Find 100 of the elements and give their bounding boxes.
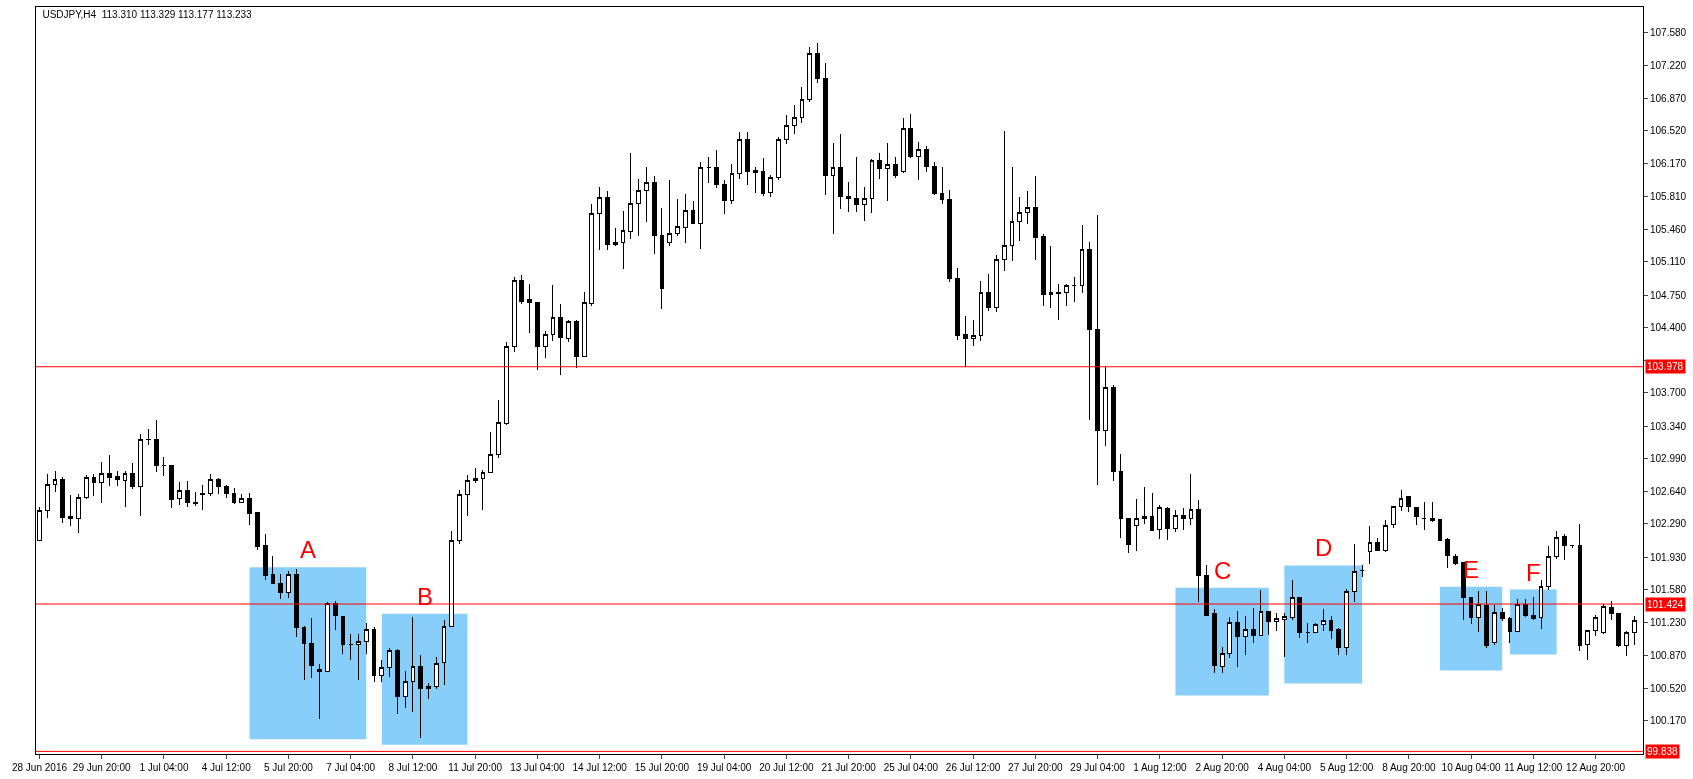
candlestick [278, 573, 284, 600]
candlestick [830, 142, 836, 235]
candlestick [1616, 612, 1622, 648]
candlestick [581, 291, 587, 358]
candlestick [1180, 507, 1186, 531]
candlestick [1484, 590, 1490, 649]
candlestick [317, 663, 322, 720]
y-tick-label: 104.750 [1650, 289, 1687, 301]
candlestick [293, 568, 299, 638]
candlestick [348, 633, 354, 661]
annotation: B [417, 583, 434, 610]
candlestick [768, 174, 774, 198]
candlestick [636, 178, 641, 237]
candlestick [363, 622, 369, 655]
candlestick [1414, 506, 1419, 526]
candlestick [1538, 579, 1544, 630]
candlestick [1219, 646, 1225, 674]
candlestick [651, 175, 657, 255]
candlestick [223, 484, 229, 499]
candlestick [675, 198, 680, 237]
candlestick [760, 157, 766, 197]
candlestick [519, 274, 525, 305]
candlestick [44, 473, 50, 519]
candlestick [854, 156, 859, 213]
candlestick [1445, 537, 1451, 569]
candlestick [1585, 629, 1591, 661]
x-tick-label: 5 Aug 12:00 [1319, 762, 1374, 773]
x-tick-label: 27 Jul 20:00 [1008, 762, 1064, 773]
candlestick [472, 467, 478, 484]
candlestick [1515, 598, 1521, 633]
x-tick-label: 15 Jul 20:00 [634, 762, 690, 773]
candlestick [192, 491, 198, 507]
candlestick [1126, 517, 1132, 554]
candlestick [480, 469, 486, 511]
candlestick [309, 617, 315, 679]
candlestick [1593, 614, 1598, 637]
y-tick-label: 105.110 [1650, 256, 1686, 268]
candlestick [978, 280, 984, 342]
candlestick [114, 470, 120, 487]
candlestick [1632, 615, 1637, 646]
candlestick [970, 319, 976, 347]
candlestick [138, 433, 144, 517]
candlestick [1025, 190, 1030, 225]
ref-line-label: 99.838 [1647, 746, 1679, 757]
candlestick [815, 42, 820, 84]
candlestick [1562, 533, 1567, 561]
x-tick-label: 21 Jul 20:00 [821, 762, 877, 773]
candlestick [1071, 276, 1077, 303]
y-tick-label: 101.580 [1650, 584, 1687, 596]
candlestick [511, 276, 517, 353]
candlestick [1266, 610, 1272, 636]
candlestick [1398, 489, 1404, 512]
candlestick [1165, 506, 1171, 541]
candlestick [52, 470, 58, 493]
y-tick-label: 102.290 [1650, 518, 1687, 530]
candlestick [885, 142, 890, 202]
x-tick-label: 12 Aug 20:00 [1566, 762, 1626, 773]
candlestick [527, 283, 533, 334]
y-tick-label: 105.810 [1650, 191, 1687, 203]
candlestick [1577, 523, 1583, 652]
candlestick [1546, 545, 1552, 591]
candlestick [1243, 615, 1248, 656]
x-tick-label: 8 Jul 12:00 [388, 762, 438, 773]
candlestick [418, 654, 424, 739]
candlestick [776, 136, 782, 181]
candlestick [1336, 627, 1342, 656]
candlestick [1437, 518, 1443, 542]
candlestick [1468, 596, 1474, 625]
candlestick [846, 181, 852, 213]
candlestick [1017, 196, 1023, 242]
candlestick [994, 254, 999, 313]
x-tick-label: 29 Jun 20:00 [72, 762, 132, 773]
candlestick [465, 474, 470, 517]
candlestick [706, 156, 711, 184]
candlestick [1079, 224, 1085, 294]
candlestick [955, 267, 960, 341]
x-tick-label: 13 Jul 04:00 [510, 762, 566, 773]
candlestick [1009, 166, 1015, 262]
candlestick [822, 62, 828, 196]
x-tick-label: 11 Aug 12:00 [1504, 762, 1563, 773]
candlestick [433, 656, 439, 690]
candlestick [939, 166, 945, 205]
candlestick [620, 210, 626, 270]
candlestick [184, 480, 190, 508]
y-tick-label: 100.520 [1650, 682, 1687, 694]
candlestick [1258, 589, 1264, 637]
candlestick [597, 186, 603, 251]
candlestick [1196, 499, 1202, 603]
x-tick-label: 2 Aug 20:00 [1195, 762, 1250, 773]
candlestick [729, 163, 735, 205]
ref-line-label: 101.424 [1647, 599, 1684, 610]
candlestick [1507, 616, 1513, 644]
x-tick-label: 1 Jul 04:00 [139, 762, 189, 773]
candlestick [916, 141, 922, 181]
candlestick [324, 601, 330, 673]
candlestick [387, 647, 393, 678]
candlestick [1087, 241, 1093, 421]
candlestick [924, 145, 929, 173]
candlestick [76, 493, 81, 534]
candlestick [122, 470, 128, 508]
